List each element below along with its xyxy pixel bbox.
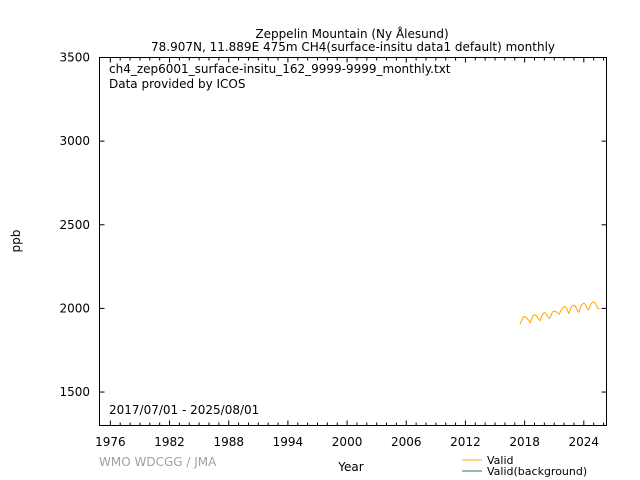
file-label: ch4_zep6001_surface-insitu_162_9999-9999… [109, 62, 451, 76]
x-tick-label: 1982 [154, 435, 185, 449]
series-line-valid [519, 301, 600, 325]
y-axis-label: ppb [9, 230, 23, 253]
x-tick-label: 2024 [569, 435, 600, 449]
chart-subtitle: 78.907N, 11.889E 475m CH4(surface-insitu… [151, 40, 555, 54]
x-tick-label: 2012 [450, 435, 481, 449]
y-tick-label: 2500 [59, 218, 90, 232]
x-tick-label: 1976 [95, 435, 126, 449]
period-label: 2017/07/01 - 2025/08/01 [109, 403, 259, 417]
x-axis-label: Year [337, 460, 363, 474]
chart-title: Zeppelin Mountain (Ny Ålesund) [255, 26, 448, 41]
x-tick-label: 2006 [391, 435, 422, 449]
x-tick-label: 1994 [273, 435, 304, 449]
provider-label: Data provided by ICOS [109, 77, 245, 91]
y-tick-label: 1500 [59, 385, 90, 399]
y-tick-label: 3000 [59, 134, 90, 148]
legend-label-valid: Valid [487, 454, 514, 467]
x-tick-label: 1988 [213, 435, 244, 449]
plot-frame [99, 57, 607, 426]
credit-label: WMO WDCGG / JMA [99, 455, 217, 469]
legend-label-background: Valid(background) [487, 465, 587, 478]
x-tick-label: 2018 [509, 435, 540, 449]
y-tick-label: 2000 [59, 301, 90, 315]
x-tick-label: 2000 [332, 435, 363, 449]
y-tick-label: 3500 [59, 51, 90, 65]
